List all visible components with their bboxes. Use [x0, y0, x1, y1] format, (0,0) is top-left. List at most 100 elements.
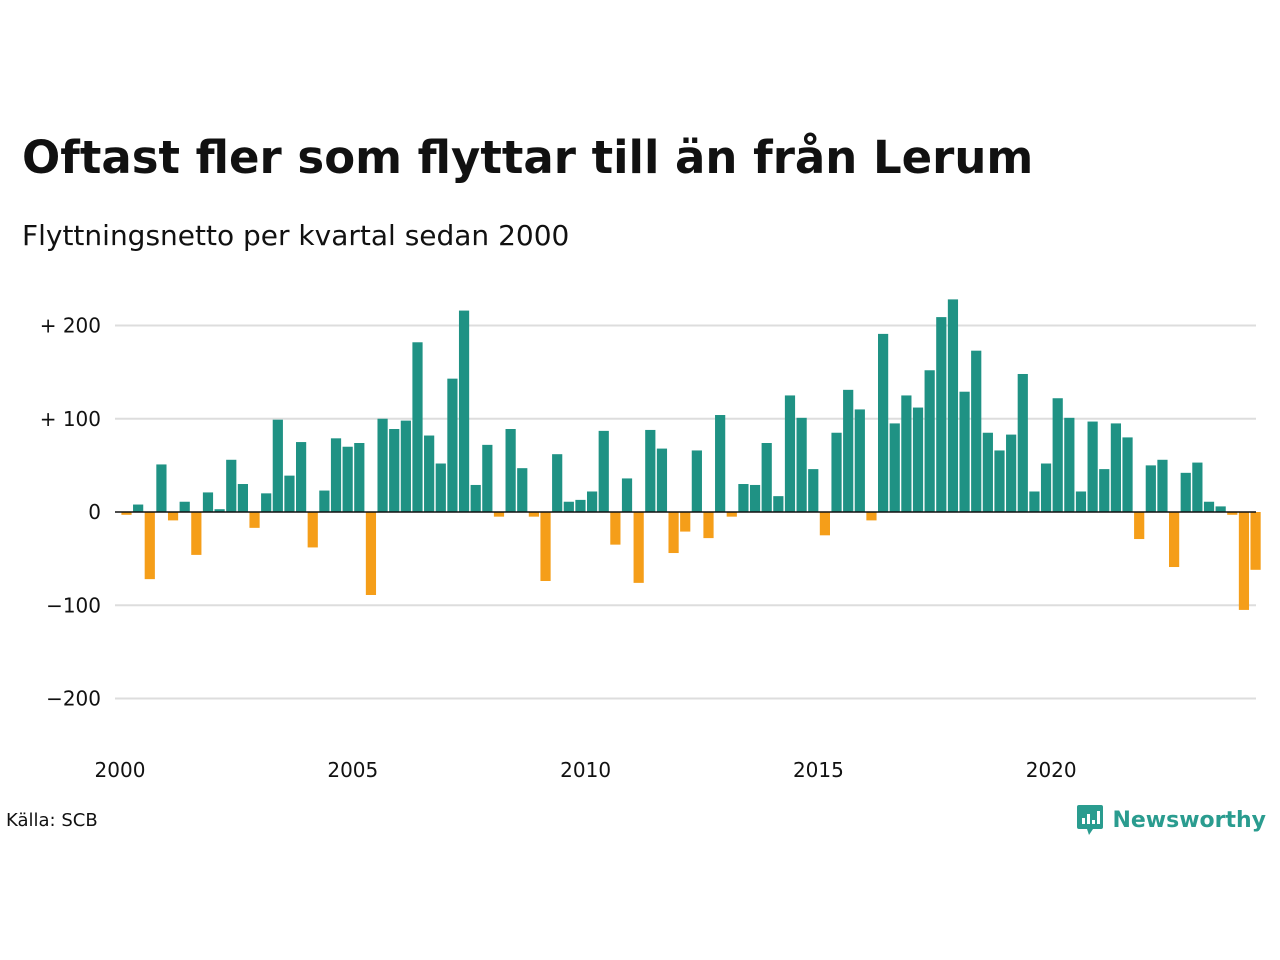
bar — [458, 310, 470, 512]
bar — [901, 395, 912, 512]
bar — [715, 415, 726, 512]
bar — [633, 512, 644, 583]
brand-logo: Newsworthy — [1076, 803, 1266, 837]
bar — [330, 438, 342, 512]
y-axis-labels: + 200 + 100 0 −100 −200 — [40, 314, 101, 711]
bar — [435, 463, 446, 512]
bar — [784, 395, 796, 512]
bar — [191, 512, 202, 555]
x-tick-label: 2010 — [560, 758, 611, 782]
bar — [808, 469, 819, 513]
bar — [656, 448, 668, 512]
bar — [389, 429, 400, 512]
bar — [1157, 459, 1168, 512]
bar — [1180, 472, 1191, 512]
bar — [621, 478, 633, 512]
bar — [424, 435, 435, 512]
bar — [726, 512, 737, 517]
bar — [202, 492, 214, 512]
bar — [1145, 465, 1156, 513]
bar — [237, 484, 248, 512]
bar — [563, 501, 574, 512]
bar — [319, 490, 330, 512]
bar — [924, 370, 935, 512]
bar — [843, 389, 854, 512]
bar — [587, 491, 598, 513]
bar — [1064, 417, 1075, 512]
bar — [482, 444, 493, 512]
bar — [167, 512, 179, 521]
bar — [1099, 469, 1110, 513]
chart-subtitle: Flyttningsnetto per kvartal sedan 2000 — [22, 219, 570, 252]
x-axis-labels: 2000 2005 2010 2015 2020 — [95, 758, 1077, 782]
bar — [1203, 501, 1215, 512]
bar — [645, 429, 656, 512]
bars — [121, 299, 1261, 610]
bar — [575, 499, 586, 512]
bar — [773, 496, 784, 512]
bar — [493, 512, 505, 517]
y-tick-label: + 100 — [40, 407, 101, 431]
x-tick-label: 2005 — [327, 758, 378, 782]
bar — [971, 350, 982, 512]
bar — [831, 432, 842, 512]
bar — [249, 512, 260, 528]
y-tick-label: −200 — [46, 687, 101, 711]
bar — [1215, 506, 1226, 512]
bar — [1122, 437, 1133, 512]
bar — [400, 420, 411, 513]
bar — [738, 484, 749, 512]
bar — [1087, 421, 1098, 512]
bar — [703, 512, 714, 539]
brand-name: Newsworthy — [1112, 807, 1266, 833]
bar — [1250, 512, 1261, 570]
bar — [1227, 512, 1238, 515]
bar — [668, 512, 679, 554]
bar — [121, 512, 132, 515]
bar — [307, 512, 318, 548]
bar — [226, 459, 237, 512]
bar — [1052, 398, 1063, 513]
bar — [284, 475, 295, 512]
bar — [377, 418, 388, 512]
y-tick-label: + 200 — [40, 314, 101, 338]
bar — [994, 450, 1005, 512]
bar — [365, 512, 377, 595]
x-tick-label: 2020 — [1026, 758, 1077, 782]
chart-title: Oftast fler som flyttar till än från Ler… — [22, 131, 1034, 184]
bar — [552, 454, 563, 512]
bar — [1110, 423, 1121, 512]
bar — [296, 442, 307, 512]
x-tick-label: 2000 — [95, 758, 146, 782]
bar — [144, 512, 155, 580]
bar — [936, 317, 947, 512]
bar — [1238, 512, 1250, 610]
bar — [179, 501, 190, 512]
source-note: Källa: SCB — [6, 810, 98, 831]
y-tick-label: 0 — [88, 500, 101, 524]
bar — [156, 464, 167, 512]
bar — [505, 429, 516, 512]
bar — [447, 378, 458, 512]
bar — [261, 493, 272, 512]
bar — [540, 512, 551, 581]
bar — [412, 342, 423, 512]
x-tick-label: 2015 — [793, 758, 844, 782]
bar — [1017, 373, 1028, 512]
newsworthy-logo-icon — [1077, 805, 1104, 835]
bar — [610, 512, 621, 545]
bar — [1040, 463, 1052, 512]
bar — [819, 512, 830, 536]
bar — [749, 484, 761, 512]
bar — [470, 484, 481, 512]
bar — [761, 443, 772, 512]
y-tick-label: −100 — [46, 593, 101, 617]
bar — [133, 504, 144, 512]
bar — [1075, 491, 1087, 513]
bar — [912, 407, 924, 512]
bar — [866, 512, 877, 521]
bar — [854, 409, 865, 513]
bar — [272, 419, 283, 512]
bar — [1192, 462, 1203, 512]
